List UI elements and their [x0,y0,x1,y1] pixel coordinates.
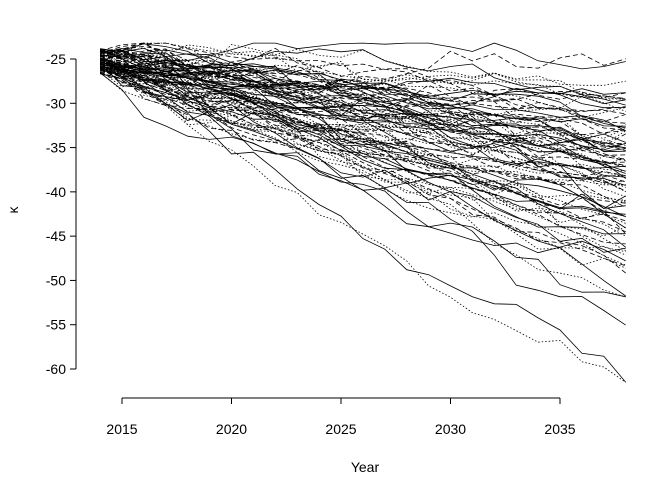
y-axis-ticks: -25 -30 -35 -40 -45 -50 -55 -60 [46,51,76,377]
series-line [99,67,626,267]
series-line [100,51,626,192]
series-line [99,42,626,123]
series-line [99,61,626,179]
series-line [100,67,626,208]
y-tick-label: -40 [46,184,66,200]
series-line [99,55,626,251]
y-tick-label: -30 [46,95,66,111]
series-line [99,59,626,298]
series-line [100,72,626,131]
series-line [100,52,626,148]
series-line [100,64,626,210]
series-line [100,63,626,122]
series-line [99,58,626,229]
series-line [100,49,626,235]
series-line [100,72,626,186]
series-line [99,58,626,201]
series-line [100,50,626,169]
series-line [99,48,626,186]
x-tick-label: 2015 [106,421,137,437]
series-line [99,68,626,233]
series-line [99,61,627,383]
series-line [100,66,626,197]
y-tick-label: -50 [46,272,66,288]
y-tick-label: -35 [46,140,66,156]
series-line [99,67,626,224]
series-line [99,42,626,135]
series-line [100,63,626,132]
series-line [100,58,626,161]
series-line [100,49,626,151]
series-line [100,65,626,193]
series-line [99,49,626,297]
series-line [99,72,626,204]
y-tick-label: -60 [46,361,66,377]
series-line [99,51,626,100]
y-tick-label: -25 [46,51,66,67]
series-line [99,72,626,266]
series-line [99,54,626,136]
series-line [100,68,626,105]
series-line [99,62,626,383]
series-line [100,65,626,237]
x-axis-title: Year [351,459,380,475]
series-line [100,53,626,118]
series-line [100,47,626,153]
x-tick-label: 2035 [544,421,575,437]
x-tick-label: 2025 [325,421,356,437]
y-axis-title: κ [5,206,21,214]
y-tick-label: -55 [46,317,66,333]
series-line [99,63,626,183]
series-line [100,56,626,220]
series-line [100,47,626,151]
x-axis-ticks: 2015 2020 2025 2030 2035 [106,398,576,437]
y-tick-label: -45 [46,228,66,244]
series-line [99,43,626,109]
series-line [100,69,626,152]
series-line [99,67,626,222]
series-line [99,72,626,253]
series-line [100,42,626,183]
series-line [99,68,626,245]
series-line [100,63,626,166]
series-line [100,46,626,139]
series-line [99,59,626,107]
series-line [100,52,626,113]
series-line [100,57,626,156]
series-line [99,72,626,180]
series-group [99,42,627,383]
series-line [99,59,626,253]
series-line [99,54,626,120]
series-line [99,62,626,186]
series-line [100,55,626,145]
series-line [99,66,626,215]
series-line [100,70,626,156]
series-line [100,58,626,112]
series-line [99,45,626,168]
x-tick-label: 2030 [435,421,466,437]
series-line [99,57,626,152]
series-line [99,64,626,203]
x-tick-label: 2020 [216,421,247,437]
series-line [99,51,626,166]
series-line [100,73,626,326]
